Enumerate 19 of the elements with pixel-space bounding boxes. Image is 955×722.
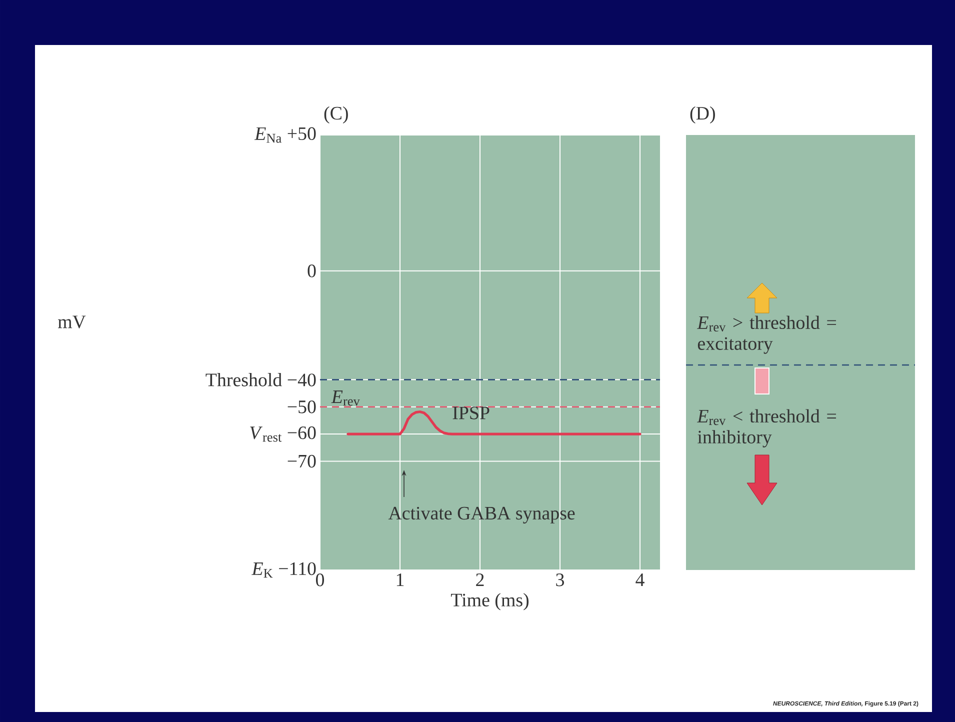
chart-title: (C) (324, 106, 348, 124)
y-tick-label: Threshold −40 (206, 373, 316, 386)
text: (D) (690, 106, 715, 124)
y-axis-title: mV (58, 316, 86, 328)
y-tick-label: −70 (288, 454, 316, 468)
ref-line-label: E$_{rev}$ (331, 390, 360, 406)
y-tick-label: 0 (308, 264, 316, 278)
x-axis-title: Time (ms) (450, 593, 529, 610)
x-tick-label: 1 (396, 574, 404, 586)
text: E$_{rev}$ > threshold = excitatory (696, 316, 836, 354)
y-tick-label: V$_{rest}$ −60 (250, 426, 316, 442)
y-tick-label: E$_{K}$ −110 (252, 562, 316, 578)
x-tick-label: 2 (476, 574, 484, 586)
text: E$_{rev}$ < threshold = inhibitory (696, 409, 836, 448)
x-tick-label: 4 (636, 574, 644, 586)
y-tick-label: E$_{Na}$ +50 (254, 127, 316, 143)
y-tick-label: −50 (288, 400, 316, 414)
x-tick-label: 0 (316, 574, 324, 586)
x-tick-label: 3 (556, 574, 564, 586)
